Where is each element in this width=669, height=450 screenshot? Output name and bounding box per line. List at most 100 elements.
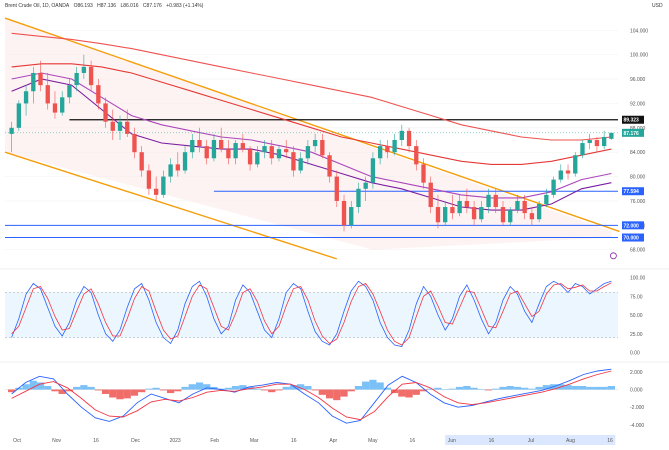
- macd-histogram-bar: [340, 389, 348, 397]
- candle: [255, 146, 260, 168]
- candle: [565, 164, 571, 180]
- candle-body: [60, 97, 65, 113]
- candle: [96, 79, 101, 110]
- candle-body: [190, 140, 195, 153]
- candle: [508, 207, 513, 226]
- time-tick-label: 16: [607, 438, 613, 444]
- stoch-line-1: [11, 282, 612, 346]
- macd-histogram-bar: [564, 385, 572, 390]
- macd-histogram-bar: [607, 386, 615, 390]
- macd-histogram-bar: [239, 385, 247, 390]
- candle: [175, 152, 180, 177]
- macd-histogram-bar: [586, 386, 594, 390]
- macd-histogram-bar: [145, 388, 153, 390]
- macd-tick-label: -4.000: [630, 423, 644, 429]
- macd-histogram-bar: [600, 386, 608, 390]
- candle: [385, 140, 390, 159]
- macd-histogram-bar: [297, 384, 305, 390]
- candle-body: [161, 176, 166, 195]
- candle-body: [500, 207, 506, 223]
- candle-body: [305, 146, 311, 159]
- candle-body: [536, 204, 542, 220]
- price-tick-label: 104.000: [630, 28, 648, 34]
- level-tag-label-3: 70.000: [624, 236, 640, 242]
- candle: [117, 115, 123, 140]
- candle-body: [276, 149, 282, 159]
- symbol-label[interactable]: Brent Crude Oil, 1D, OANDA: [5, 3, 70, 9]
- macd-histogram-bar: [116, 389, 124, 400]
- price-tick-label: 76.000: [630, 199, 646, 205]
- candle: [298, 152, 303, 174]
- channel-lower-line: [4, 151, 338, 260]
- level-tag-label-1: 77.594: [624, 189, 640, 195]
- candle-body: [450, 207, 455, 214]
- macd-histogram-bar: [521, 387, 529, 390]
- candle-body: [255, 152, 260, 165]
- candle-body: [428, 182, 433, 208]
- macd-line-0: [11, 368, 612, 424]
- candle: [421, 158, 426, 189]
- price-tick-label: 84.000: [630, 150, 646, 156]
- macd-histogram-bar: [188, 384, 196, 390]
- candle-body: [464, 200, 470, 208]
- candle: [486, 188, 491, 214]
- macd-histogram-bar: [181, 386, 189, 390]
- macd-histogram-bar: [109, 389, 117, 398]
- price-tick-label: 80.000: [630, 175, 646, 181]
- macd-histogram-bar: [398, 389, 406, 397]
- candle-body: [233, 143, 238, 159]
- time-tick-label: 16: [489, 438, 495, 444]
- candle: [291, 146, 296, 177]
- candle-body: [52, 103, 58, 113]
- alert-icon: [609, 252, 617, 260]
- candle-body: [110, 121, 115, 131]
- candle: [609, 132, 614, 140]
- macd-histogram-bar: [166, 389, 175, 394]
- candle-body: [132, 133, 137, 153]
- candle: [544, 188, 549, 208]
- candle: [414, 140, 419, 171]
- candle: [284, 140, 289, 159]
- candle-body: [551, 179, 556, 195]
- candle-body: [392, 140, 397, 153]
- candle: [52, 91, 58, 119]
- candle: [392, 133, 397, 156]
- candle-body: [457, 200, 462, 214]
- candle: [269, 140, 274, 165]
- candle: [226, 140, 231, 165]
- candle: [558, 164, 563, 183]
- candle-body: [363, 182, 368, 189]
- candle-body: [565, 170, 571, 174]
- candle: [9, 121, 14, 153]
- candle: [276, 146, 282, 162]
- macd-histogram-bar: [282, 386, 290, 390]
- macd-histogram-bar: [44, 386, 52, 390]
- currency-label[interactable]: USD: [652, 3, 663, 9]
- candle-body: [139, 152, 144, 171]
- candle: [38, 60, 43, 92]
- candle: [168, 158, 173, 183]
- candle-body: [558, 170, 563, 180]
- macd-histogram-bar: [347, 389, 355, 392]
- candle: [457, 194, 462, 217]
- candle-body: [580, 143, 585, 156]
- candle: [16, 100, 22, 131]
- macd-histogram-bar: [22, 384, 30, 390]
- macd-histogram-bar: [87, 386, 95, 390]
- candle-body: [341, 200, 347, 226]
- macd-histogram-bar: [499, 386, 507, 390]
- candle-body: [609, 132, 614, 139]
- candle-body: [522, 200, 527, 214]
- stoch-tick-label: 25.00: [630, 332, 643, 338]
- candle: [377, 140, 383, 165]
- last-price-tag-label: 87.176: [624, 131, 640, 137]
- macd-histogram-bar: [15, 387, 23, 390]
- time-tick-label: Jul: [528, 438, 534, 444]
- high-value: H87.136: [97, 3, 117, 9]
- candle: [551, 176, 556, 198]
- candle: [363, 176, 368, 201]
- candle-body: [601, 136, 607, 147]
- candle: [320, 133, 325, 159]
- candle-body: [204, 146, 209, 159]
